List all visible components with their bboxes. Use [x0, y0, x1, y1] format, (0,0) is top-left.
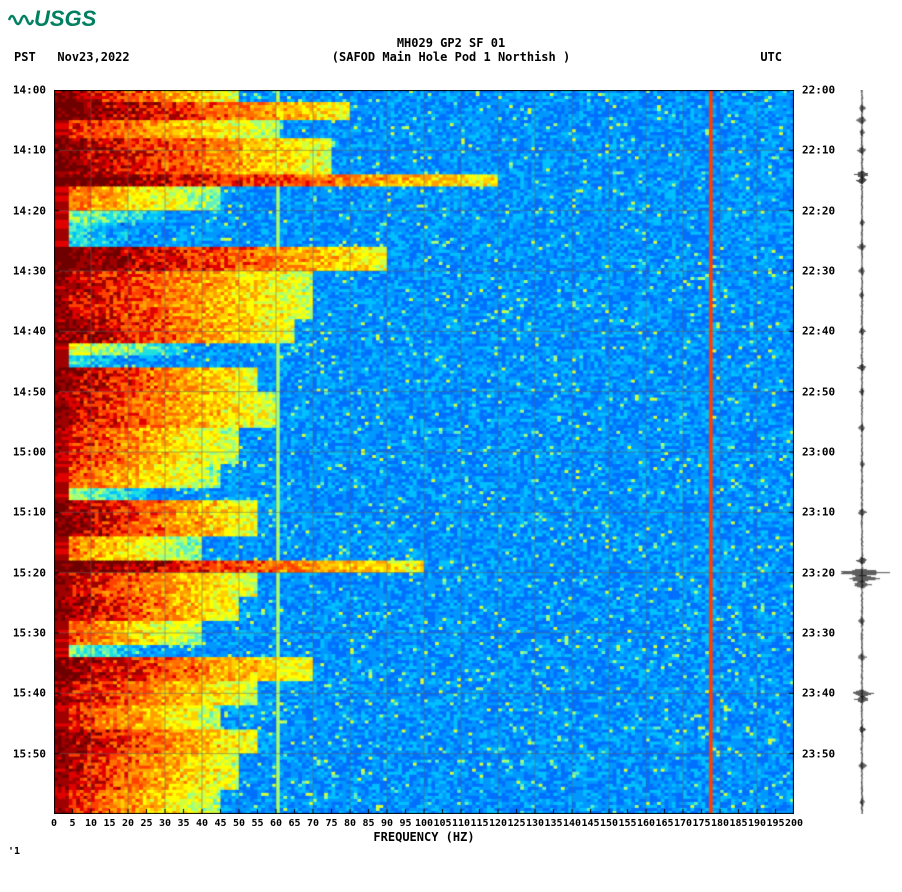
xtick: 80 [344, 818, 356, 829]
ytick-right: 23:00 [802, 446, 835, 459]
xtick: 90 [381, 818, 393, 829]
xtick: 140 [563, 818, 581, 829]
date: Nov23,2022 [57, 50, 129, 64]
xtick: 15 [103, 818, 115, 829]
title-line2: (SAFOD Main Hole Pod 1 Northish ) [332, 50, 570, 64]
xtick: 195 [766, 818, 784, 829]
ytick-left: 15:50 [0, 747, 46, 760]
xtick: 5 [69, 818, 75, 829]
ytick-left: 15:10 [0, 506, 46, 519]
ytick-left: 14:00 [0, 84, 46, 97]
xtick: 70 [307, 818, 319, 829]
ytick-left: 14:50 [0, 385, 46, 398]
left-tz: PST [14, 50, 36, 64]
ytick-left: 15:40 [0, 687, 46, 700]
xtick: 25 [140, 818, 152, 829]
xtick: 120 [489, 818, 507, 829]
header-right: UTC [760, 50, 782, 64]
ytick-left: 14:30 [0, 265, 46, 278]
xtick: 150 [600, 818, 618, 829]
xtick: 130 [526, 818, 544, 829]
xtick: 100 [415, 818, 433, 829]
xtick: 35 [177, 818, 189, 829]
ytick-left: 15:00 [0, 446, 46, 459]
header-left: PST Nov23,2022 [14, 50, 130, 64]
xtick: 145 [581, 818, 599, 829]
xtick: 85 [362, 818, 374, 829]
ytick-left: 14:40 [0, 325, 46, 338]
xtick: 135 [544, 818, 562, 829]
ytick-right: 23:30 [802, 627, 835, 640]
ytick-right: 22:00 [802, 84, 835, 97]
ytick-right: 23:40 [802, 687, 835, 700]
ytick-left: 15:30 [0, 627, 46, 640]
xtick: 55 [251, 818, 263, 829]
waveform-canvas [832, 90, 892, 814]
xtick: 20 [122, 818, 134, 829]
xtick: 110 [452, 818, 470, 829]
xtick: 45 [214, 818, 226, 829]
xtick: 200 [785, 818, 803, 829]
xtick: 10 [85, 818, 97, 829]
waveform-panel [832, 90, 892, 814]
ytick-right: 22:10 [802, 144, 835, 157]
ytick-right: 22:20 [802, 204, 835, 217]
ytick-left: 14:20 [0, 204, 46, 217]
x-axis-label: FREQUENCY (HZ) [54, 830, 794, 844]
ytick-right: 22:30 [802, 265, 835, 278]
ytick-left: 14:10 [0, 144, 46, 157]
spectrogram-plot [54, 90, 794, 814]
xtick: 190 [748, 818, 766, 829]
ytick-right: 22:50 [802, 385, 835, 398]
xtick: 105 [433, 818, 451, 829]
xtick: 175 [692, 818, 710, 829]
xtick: 165 [655, 818, 673, 829]
xtick: 75 [325, 818, 337, 829]
usgs-logo: USGS [8, 6, 96, 32]
right-tz: UTC [760, 50, 782, 64]
xtick: 185 [729, 818, 747, 829]
title-line1: MH029 GP2 SF 01 [397, 36, 505, 50]
xtick: 0 [51, 818, 57, 829]
xtick: 30 [159, 818, 171, 829]
xtick: 40 [196, 818, 208, 829]
y-axis-left: 14:0014:1014:2014:3014:4014:5015:0015:10… [0, 90, 50, 814]
corner-mark: '1 [8, 846, 20, 857]
logo-text: USGS [34, 6, 96, 31]
xtick: 50 [233, 818, 245, 829]
ytick-right: 23:20 [802, 566, 835, 579]
xtick: 60 [270, 818, 282, 829]
x-axis-ticks: 0 5 10 15 20 25 30 35 40 45 50 55 60 65 70 75 80 85 90 95 10… [54, 814, 794, 830]
xtick: 160 [637, 818, 655, 829]
ytick-left: 15:20 [0, 566, 46, 579]
ytick-right: 23:50 [802, 747, 835, 760]
xtick: 65 [288, 818, 300, 829]
spectrogram-canvas [54, 90, 794, 814]
ytick-right: 22:40 [802, 325, 835, 338]
xtick: 95 [399, 818, 411, 829]
xtick: 180 [711, 818, 729, 829]
xtick: 125 [507, 818, 525, 829]
xtick: 170 [674, 818, 692, 829]
xtick: 155 [618, 818, 636, 829]
xtick: 115 [470, 818, 488, 829]
ytick-right: 23:10 [802, 506, 835, 519]
